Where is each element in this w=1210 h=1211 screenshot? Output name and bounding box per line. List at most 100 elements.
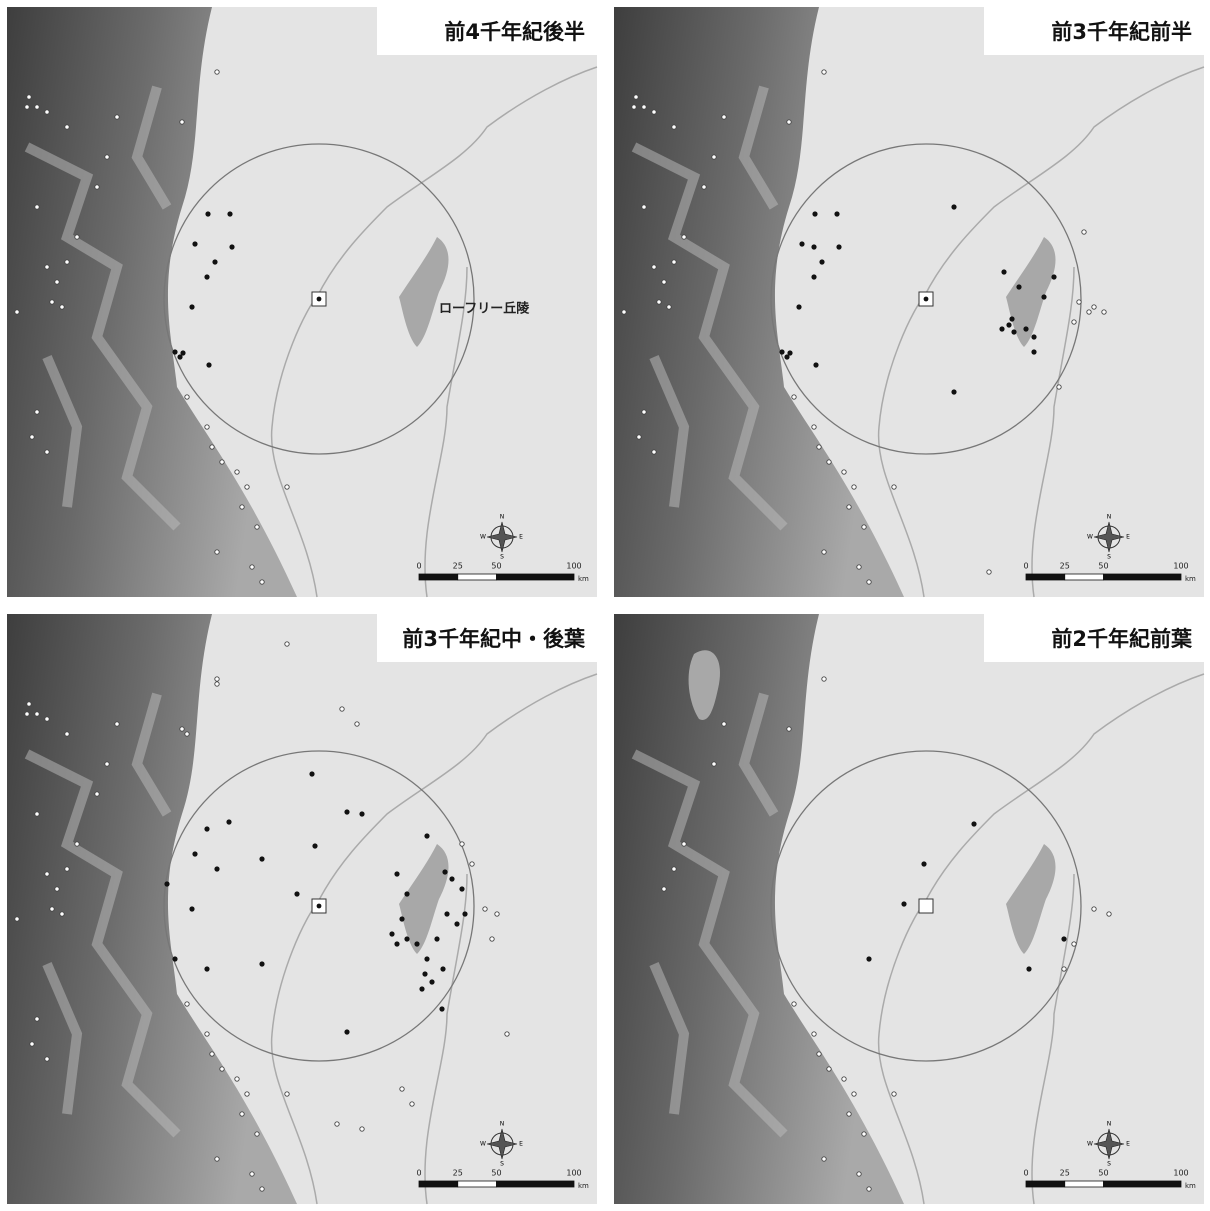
site-filled xyxy=(389,931,394,936)
site-open xyxy=(75,235,79,239)
site-open xyxy=(240,1112,244,1116)
panel-title: 前3千年紀前半 xyxy=(1051,20,1192,44)
site-open xyxy=(27,95,31,99)
site-open xyxy=(862,1132,866,1136)
site-filled xyxy=(404,891,409,896)
site-open xyxy=(410,1102,414,1106)
site-open xyxy=(505,1032,509,1036)
compass-n: N xyxy=(500,1121,505,1128)
site-open xyxy=(250,1172,254,1176)
site-open xyxy=(50,907,54,911)
site-open xyxy=(642,105,646,109)
site-filled xyxy=(259,961,264,966)
scale-segment xyxy=(458,1181,497,1187)
site-open xyxy=(667,305,671,309)
site-open xyxy=(115,722,119,726)
site-open xyxy=(65,867,69,871)
compass-e: E xyxy=(1126,534,1130,541)
panel-title: 前4千年紀後半 xyxy=(444,20,585,44)
site-open xyxy=(15,310,19,314)
site-open xyxy=(400,1087,404,1091)
site-open xyxy=(335,1122,339,1126)
compass-n: N xyxy=(1107,1121,1112,1128)
site-filled xyxy=(429,979,434,984)
map-figure: ローフリー丘陵前4千年紀後半NSEW02550100km前3千年紀前半NSEW0… xyxy=(0,0,1210,1207)
site-open xyxy=(867,1187,871,1191)
site-filled xyxy=(164,881,169,886)
site-filled xyxy=(796,304,801,309)
site-open xyxy=(817,1052,821,1056)
site-open xyxy=(490,937,494,941)
site-open xyxy=(662,280,666,284)
site-filled xyxy=(440,966,445,971)
site-filled xyxy=(404,936,409,941)
site-open xyxy=(45,450,49,454)
scale-segment xyxy=(419,1181,458,1187)
site-open xyxy=(1072,942,1076,946)
site-open xyxy=(215,70,219,74)
center-site xyxy=(317,297,322,302)
scale-label: 25 xyxy=(453,1169,463,1178)
site-filled xyxy=(1009,316,1014,321)
site-open xyxy=(285,485,289,489)
site-open xyxy=(45,717,49,721)
site-open xyxy=(205,425,209,429)
site-open xyxy=(812,1032,816,1036)
site-open xyxy=(25,105,29,109)
compass-w: W xyxy=(1087,534,1093,541)
site-filled xyxy=(424,833,429,838)
compass-w: W xyxy=(480,534,486,541)
compass-w: W xyxy=(1087,1141,1093,1148)
site-filled xyxy=(206,362,211,367)
scale-segment xyxy=(1104,1181,1182,1187)
site-open xyxy=(622,310,626,314)
site-open xyxy=(672,867,676,871)
site-open xyxy=(822,70,826,74)
site-filled xyxy=(1061,936,1066,941)
site-open xyxy=(205,1032,209,1036)
site-open xyxy=(65,125,69,129)
site-open xyxy=(1092,305,1096,309)
site-open xyxy=(45,110,49,114)
site-open xyxy=(722,115,726,119)
scale-label: 0 xyxy=(416,562,421,571)
site-open xyxy=(652,110,656,114)
center-square xyxy=(919,899,933,913)
compass-w: W xyxy=(480,1141,486,1148)
site-filled xyxy=(866,956,871,961)
site-open xyxy=(822,550,826,554)
site-filled xyxy=(454,921,459,926)
site-filled xyxy=(951,204,956,209)
site-open xyxy=(712,762,716,766)
site-open xyxy=(215,1157,219,1161)
site-open xyxy=(50,300,54,304)
compass-e: E xyxy=(1126,1141,1130,1148)
site-open xyxy=(495,912,499,916)
site-open xyxy=(60,912,64,916)
site-filled xyxy=(399,916,404,921)
site-open xyxy=(1072,320,1076,324)
site-open xyxy=(847,1112,851,1116)
site-open xyxy=(702,185,706,189)
site-open xyxy=(792,395,796,399)
map-panel: 前3千年紀中・後葉NSEW02550100km xyxy=(7,614,597,1204)
site-open xyxy=(652,265,656,269)
center-site xyxy=(317,904,322,909)
site-open xyxy=(847,505,851,509)
site-open xyxy=(857,565,861,569)
site-filled xyxy=(779,349,784,354)
site-filled xyxy=(229,244,234,249)
compass-e: E xyxy=(519,534,523,541)
site-filled xyxy=(312,843,317,848)
scale-label: 100 xyxy=(1173,1169,1188,1178)
site-open xyxy=(1102,310,1106,314)
site-filled xyxy=(227,211,232,216)
site-open xyxy=(852,1092,856,1096)
center-site xyxy=(924,297,929,302)
site-open xyxy=(285,1092,289,1096)
site-open xyxy=(672,260,676,264)
site-open xyxy=(185,395,189,399)
scale-segment xyxy=(1026,1181,1065,1187)
scale-segment xyxy=(1065,1181,1104,1187)
site-open xyxy=(235,470,239,474)
